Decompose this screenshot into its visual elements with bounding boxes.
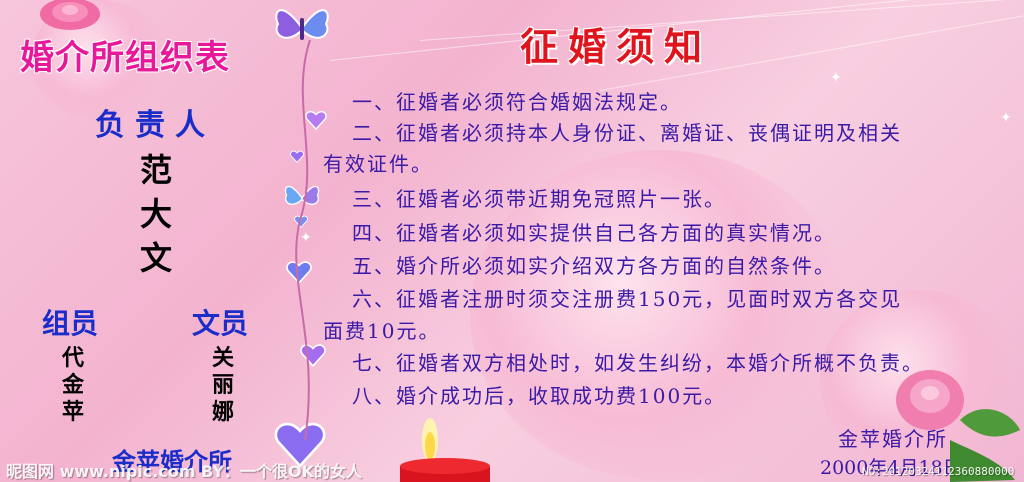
head-name-char: 文 — [140, 239, 173, 277]
member-name-char: 金 — [62, 373, 85, 398]
rule-line: 八、婚介成功后，收取成功费100元。 — [352, 384, 727, 408]
head-name: 范 大 文 — [140, 148, 172, 280]
image-id-stamp: NO:20120324112360880000 — [862, 465, 1015, 478]
clerk-label: 文员 — [192, 307, 249, 340]
heart-icon — [305, 111, 327, 130]
member-name-char: 代 — [62, 346, 85, 371]
organization-chart-title: 婚介所组织表 — [20, 38, 230, 78]
issuer-name: 金苹婚介所 — [838, 427, 948, 451]
agency-name-bottom: 金苹婚介所 — [112, 448, 232, 476]
butterfly-icon — [284, 185, 320, 205]
vine-decoration — [295, 40, 311, 440]
head-label: 负责人 — [95, 108, 215, 143]
sparkle-icon: ✦ — [1000, 110, 1012, 126]
rose-icon — [896, 370, 1020, 482]
rule-line: 七、征婚者双方相处时，如发生纠纷，本婚介所概不负责。 — [352, 351, 924, 375]
head-name-char: 范 — [140, 151, 173, 189]
member-name-char: 苹 — [62, 400, 85, 425]
rule-line: 四、征婚者必须如实提供自己各方面的真实情况。 — [352, 221, 836, 245]
rule-line: 五、婚介所必须如实介绍双方各方面的自然条件。 — [352, 254, 836, 278]
notice-title: 征婚须知 — [520, 24, 713, 69]
sparkle-icon: ✦ — [830, 70, 842, 86]
watermark-text: 昵图网 www.nipic.com BY：一个很OK的女人 — [6, 462, 362, 481]
rule-line: 三、征婚者必须带近期免冠照片一张。 — [352, 187, 726, 211]
sparkle-icon: ✦ — [300, 230, 312, 246]
rule-line: 面费10元。 — [323, 319, 441, 343]
clerk-name-char: 关 — [212, 346, 235, 371]
rule-line: 有效证件。 — [323, 152, 433, 176]
heart-icon — [290, 150, 304, 163]
rose-icon — [40, 0, 100, 30]
rule-line: 一、征婚者必须符合婚姻法规定。 — [352, 90, 682, 114]
issue-date: 2000年4月18日 — [820, 457, 962, 479]
member-label: 组员 — [42, 307, 99, 340]
member-name: 代 金 苹 — [62, 345, 84, 426]
clerk-name-char: 娜 — [212, 400, 235, 425]
background-ribbon — [419, 0, 1019, 41]
rule-line: 二、征婚者必须持本人身份证、离婚证、丧偶证明及相关 — [352, 121, 902, 145]
heart-icon — [274, 422, 326, 468]
head-name-char: 大 — [140, 195, 173, 233]
butterfly-icon — [275, 9, 329, 40]
background-rose-large — [470, 150, 850, 480]
clerk-name: 关 丽 娜 — [212, 345, 234, 426]
candle-icon — [400, 418, 490, 482]
clerk-name-char: 丽 — [212, 373, 235, 398]
heart-icon — [286, 261, 312, 284]
rule-line: 六、征婚者注册时须交注册费150元，见面时双方各交见 — [352, 287, 903, 311]
